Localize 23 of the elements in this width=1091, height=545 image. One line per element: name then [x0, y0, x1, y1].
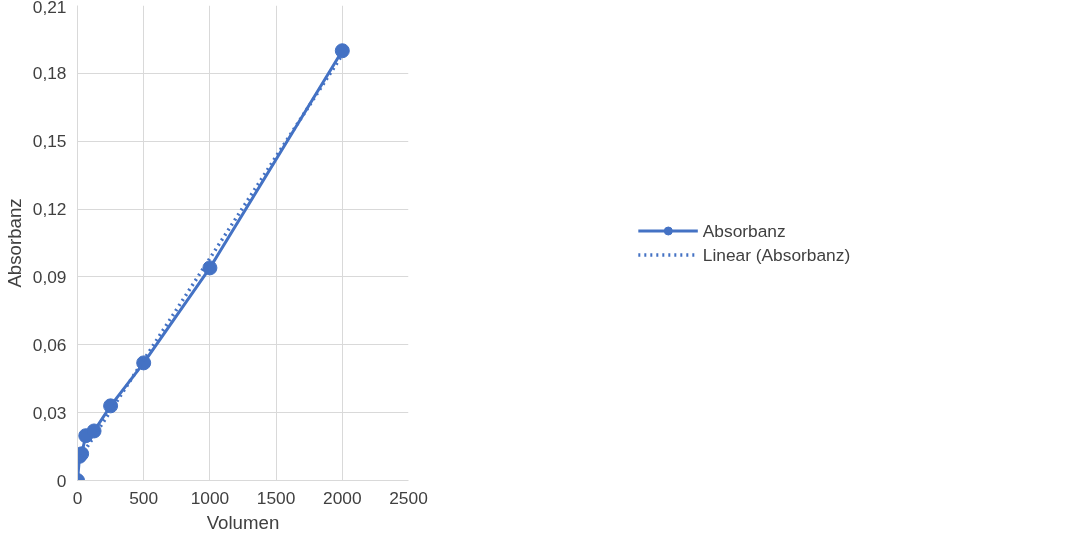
point: [202, 260, 218, 276]
legend-label: Linear (Absorbanz): [702, 244, 851, 265]
y-tick-label: 0: [56, 470, 67, 491]
y-tick-label: 0,12: [32, 199, 67, 220]
x-tick-label: 2500: [389, 487, 428, 508]
point: [334, 43, 350, 59]
y-tick-label: 0,18: [32, 63, 67, 84]
x-tick-label: 500: [129, 487, 159, 508]
x-tick-label: 2000: [323, 487, 362, 508]
point: [136, 355, 152, 371]
x-tick-label: 0: [72, 487, 83, 508]
y-tick-label: 0,21: [32, 0, 67, 17]
y-tick-label: 0,06: [32, 334, 67, 355]
point: [103, 398, 119, 414]
y-tick-label: 0,09: [32, 266, 67, 287]
x-tick-label: 1500: [256, 487, 296, 508]
y-tick-label: 0,15: [32, 131, 67, 152]
y-tick-label: 0,03: [32, 402, 67, 423]
y-axis-title: Absorbanz: [3, 198, 25, 288]
x-tick-label: 1000: [190, 487, 230, 508]
point: [86, 423, 102, 439]
x-axis-title: Volumen: [206, 511, 280, 533]
legend-label: Absorbanz: [702, 220, 786, 241]
